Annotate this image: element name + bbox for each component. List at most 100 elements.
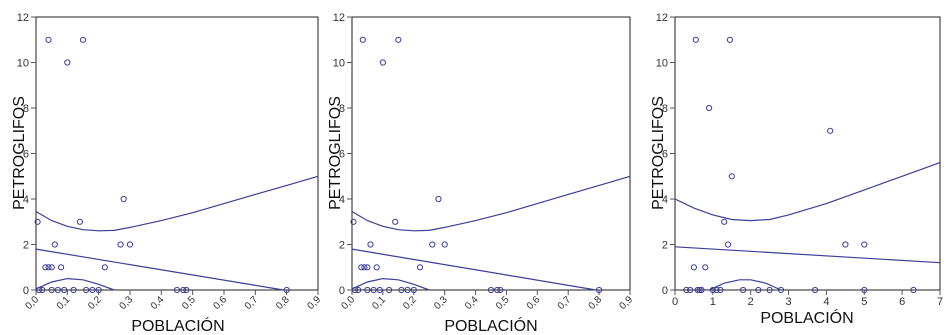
data-point (487, 286, 495, 294)
x-tick-label: 0,6 (212, 294, 230, 312)
x-tick-label: 0,7 (243, 294, 261, 312)
x-tick-label: 0,1 (55, 294, 73, 312)
y-tick-label: 2 (339, 240, 345, 252)
data-point (101, 264, 109, 271)
data-point (34, 218, 41, 225)
x-tick-label: 0,2 (86, 294, 104, 312)
x-tick-label: 0,4 (149, 294, 167, 312)
data-point (683, 286, 690, 294)
x-tick-label: 0 (672, 296, 678, 308)
x-tick-label: 4 (823, 296, 829, 308)
data-point (361, 264, 368, 271)
panel-points (683, 36, 917, 294)
data-point (416, 264, 424, 271)
data-point (355, 286, 362, 294)
x-tick-label: 5 (861, 296, 867, 308)
x-tick-label: 0,2 (401, 294, 419, 312)
data-point (95, 286, 102, 294)
y-tick-label: 4 (662, 194, 668, 206)
data-point (173, 286, 181, 294)
plot-frame (351, 16, 631, 291)
data-point (861, 241, 868, 248)
x-tick-label: 0,5 (180, 294, 198, 312)
data-point (713, 286, 720, 294)
curve-upper (674, 162, 941, 222)
data-point (54, 286, 62, 294)
data-point (690, 264, 698, 271)
x-tick-label: 0,9 (618, 294, 636, 312)
x-tick-label: 0,4 (463, 294, 481, 312)
data-point (370, 286, 377, 294)
data-point (76, 218, 84, 225)
data-point (352, 286, 359, 294)
data-point (755, 286, 762, 294)
y-axis-title: PETROGLIFOS (327, 96, 344, 210)
data-point (48, 264, 55, 271)
data-point (386, 286, 393, 294)
x-tick-label: 0,7 (556, 294, 574, 312)
data-point (709, 286, 717, 294)
y-tick-label: 6 (339, 149, 345, 161)
x-tick-label: 0,9 (306, 294, 324, 312)
data-point (398, 286, 405, 294)
data-point (126, 241, 134, 248)
data-point (596, 286, 603, 294)
data-point (429, 241, 436, 248)
data-point (359, 36, 366, 43)
x-tick-label: 1 (710, 296, 716, 308)
y-tick-label: 12 (17, 12, 29, 24)
data-point (435, 195, 442, 203)
x-tick-label: 0,6 (525, 294, 543, 312)
panel-curves (674, 162, 941, 291)
y-tick-label: 8 (339, 103, 345, 115)
panel-curves (35, 175, 319, 291)
x-tick-label: 0,5 (494, 294, 512, 312)
y-tick-label: 2 (23, 240, 29, 252)
data-point (721, 218, 728, 225)
panel-curves (351, 175, 631, 291)
y-tick-label: 0 (339, 285, 345, 297)
data-point (358, 264, 365, 271)
y-tick-label: 10 (17, 58, 29, 70)
panel-points (34, 36, 290, 294)
y-tick-label: 4 (339, 194, 345, 206)
data-point (726, 36, 734, 43)
data-point (283, 286, 290, 294)
curve-upper (35, 175, 319, 232)
y-tick-label: 12 (656, 12, 668, 24)
data-point (717, 286, 724, 294)
data-point (36, 286, 43, 294)
data-point (812, 286, 819, 294)
data-point (724, 241, 732, 248)
y-tick-label: 12 (333, 12, 345, 24)
data-point (367, 241, 374, 248)
data-point (58, 264, 65, 271)
y-tick-label: 4 (23, 194, 29, 206)
x-tick-label: 0,8 (587, 294, 605, 312)
data-point (183, 286, 190, 294)
y-tick-label: 6 (23, 149, 29, 161)
data-point (395, 36, 402, 43)
data-point (364, 286, 371, 294)
data-point (373, 264, 380, 271)
data-point (494, 286, 501, 294)
curve-lower (351, 277, 430, 291)
x-tick-label: 2 (748, 296, 754, 308)
data-point (120, 195, 127, 203)
data-point (910, 286, 917, 294)
data-point (64, 59, 71, 66)
y-axis-title: PETROGLIFOS (11, 96, 28, 210)
data-point (497, 286, 504, 294)
data-point (687, 286, 694, 294)
data-point (728, 173, 735, 180)
data-point (70, 286, 77, 294)
x-axis-title: POBLACIÓN (444, 316, 537, 335)
data-point (441, 241, 448, 248)
data-point (842, 241, 849, 248)
